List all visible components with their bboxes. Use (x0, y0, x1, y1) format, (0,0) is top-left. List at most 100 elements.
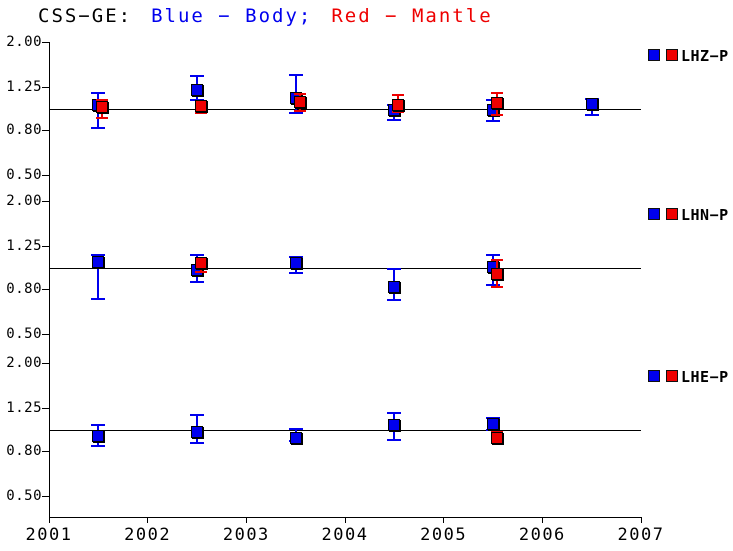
marker-body (92, 255, 105, 268)
marker-body (191, 84, 203, 97)
error-bar-cap (293, 110, 306, 113)
error-bar-cap (486, 416, 500, 419)
error-bar-cap (387, 411, 402, 414)
y-tick-label: 2.00 (6, 34, 42, 50)
error-bar-cap (288, 255, 303, 258)
x-tick-label: 2002 (124, 525, 172, 545)
marker-body (388, 280, 401, 293)
y-tick-label: 2.00 (6, 193, 42, 209)
x-tick (344, 517, 346, 523)
y-tick (42, 175, 49, 176)
error-bar-cap (387, 299, 402, 302)
error-bar-cap (190, 75, 204, 78)
marker-mantle (195, 99, 207, 112)
error-bar-cap (491, 259, 503, 262)
error-bar-cap (91, 423, 106, 426)
x-tick (640, 517, 642, 523)
marker-body (585, 97, 598, 110)
error-bar-cap (486, 253, 500, 256)
error-bar-cap (288, 112, 303, 115)
y-tick (42, 289, 49, 290)
legend-swatch-body-icon (648, 49, 660, 61)
y-tick (42, 496, 49, 497)
reference-line (49, 430, 641, 431)
legend-swatch-body-icon (648, 370, 660, 382)
error-bar-cap (491, 114, 503, 117)
error-bar-cap (486, 284, 500, 287)
marker-mantle (491, 268, 503, 281)
marker-body (487, 417, 499, 430)
error-bar-cap (91, 298, 106, 301)
legend-swatch-mantle-icon (666, 370, 678, 382)
error-bar-cap (486, 429, 500, 432)
error-bar-cap (190, 441, 204, 444)
y-tick-label: 1.25 (6, 400, 42, 416)
y-tick-label: 0.80 (6, 122, 42, 138)
legend-swatch-body-icon (648, 208, 660, 220)
y-tick (42, 334, 49, 335)
legend-label: LHN−P (681, 206, 729, 224)
legend-label: LHE−P (681, 368, 729, 386)
error-bar-cap (491, 285, 503, 288)
marker-body (92, 430, 105, 443)
error-bar-cap (195, 271, 207, 274)
title-body-label: Blue − Body; (151, 5, 313, 27)
error-bar-cap (491, 91, 503, 94)
x-tick (245, 517, 247, 523)
marker-body (388, 418, 401, 431)
marker-mantle (293, 96, 306, 108)
error-bar-cap (392, 94, 405, 97)
y-tick-label: 0.50 (6, 326, 42, 342)
error-bar-cap (392, 111, 405, 114)
error-bar-cap (486, 119, 500, 122)
marker-body (289, 431, 302, 444)
x-tick-label: 2004 (321, 525, 369, 545)
x-tick-label: 2003 (222, 525, 270, 545)
marker-mantle (392, 98, 405, 111)
reference-line (49, 109, 641, 110)
error-bar-cap (293, 93, 306, 96)
x-tick (541, 517, 543, 523)
y-tick-label: 0.80 (6, 281, 42, 297)
y-tick (42, 87, 49, 88)
title-mantle-label: Red − Mantle (331, 5, 493, 27)
error-bar-cap (387, 438, 402, 441)
title-prefix: CSS−GE: (38, 5, 133, 27)
x-tick (443, 517, 445, 523)
error-bar-cap (387, 268, 402, 271)
x-tick (48, 517, 50, 523)
y-tick (42, 246, 49, 247)
chart-title: CSS−GE: Blue − Body; Red − Mantle (38, 5, 493, 27)
x-tick-label: 2007 (617, 525, 665, 545)
y-tick-label: 0.80 (6, 443, 42, 459)
y-tick-label: 1.25 (6, 238, 42, 254)
x-tick-label: 2005 (420, 525, 468, 545)
y-tick (42, 201, 49, 202)
error-bar-cap (91, 253, 106, 256)
x-axis-line (49, 517, 642, 518)
marker-body (289, 256, 302, 269)
y-tick (42, 408, 49, 409)
error-bar-cap (96, 99, 109, 102)
y-tick (42, 42, 49, 43)
x-tick-label: 2001 (25, 525, 73, 545)
marker-body (191, 426, 203, 439)
marker-mantle (96, 100, 109, 113)
reference-line (49, 268, 641, 269)
error-bar-cap (288, 272, 303, 275)
y-tick (42, 451, 49, 452)
error-bar-cap (190, 414, 204, 417)
error-bar-cap (190, 253, 204, 256)
y-tick-label: 0.50 (6, 167, 42, 183)
y-tick-label: 1.25 (6, 79, 42, 95)
error-bar-cap (91, 445, 106, 448)
y-tick-label: 0.50 (6, 488, 42, 504)
error-bar-cap (387, 118, 402, 121)
error-bar-cap (91, 91, 106, 94)
marker-mantle (195, 256, 207, 269)
y-tick (42, 130, 49, 131)
legend-swatch-mantle-icon (666, 49, 678, 61)
error-bar-cap (288, 73, 303, 76)
error-bar-cap (584, 114, 599, 117)
